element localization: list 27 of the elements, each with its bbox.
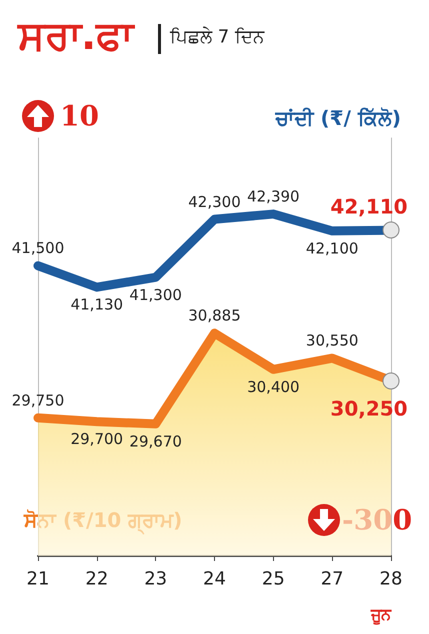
data-label: 29,670 [129, 432, 182, 450]
data-label: 30,550 [306, 332, 358, 350]
x-axis-title: ਜੂਨ [370, 604, 392, 626]
x-tick-label: 24 [203, 568, 226, 590]
x-tick-label: 23 [144, 568, 168, 590]
x-tick-label: 25 [262, 568, 285, 590]
data-label: 30,885 [188, 306, 241, 325]
chart-title: ਸਰਾ.ਫਾ [17, 13, 136, 59]
data-label: 41,300 [129, 286, 182, 304]
data-label: 29,700 [70, 430, 124, 448]
data-label: 30,400 [247, 378, 300, 396]
text: 10 [60, 100, 99, 132]
data-label: 42,100 [306, 239, 358, 258]
series-label: ਸੋਨਾ (₹/10 ਗ੍ਰਾਮ) [23, 508, 182, 535]
data-label: 41,130 [70, 296, 124, 314]
data-label: 42,300 [188, 192, 241, 211]
x-tick-label: 28 [380, 568, 402, 590]
x-tick-label: 22 [85, 568, 108, 590]
data-label: 41,500 [12, 239, 64, 258]
data-label: 30,250 [330, 396, 408, 421]
data-label: 42,110 [330, 194, 408, 218]
data-label: 42,390 [247, 188, 300, 206]
x-tick-label: 21 [26, 568, 50, 590]
x-tick-label: 27 [320, 568, 344, 590]
chart-subtitle: ਪਿਛਲੇ 7 ਦਿਨ [169, 26, 265, 48]
data-label: 29,750 [12, 391, 64, 410]
text: ਚਾਂਦੀ (₹/ ਕਿੱਲੋ) [274, 106, 402, 130]
